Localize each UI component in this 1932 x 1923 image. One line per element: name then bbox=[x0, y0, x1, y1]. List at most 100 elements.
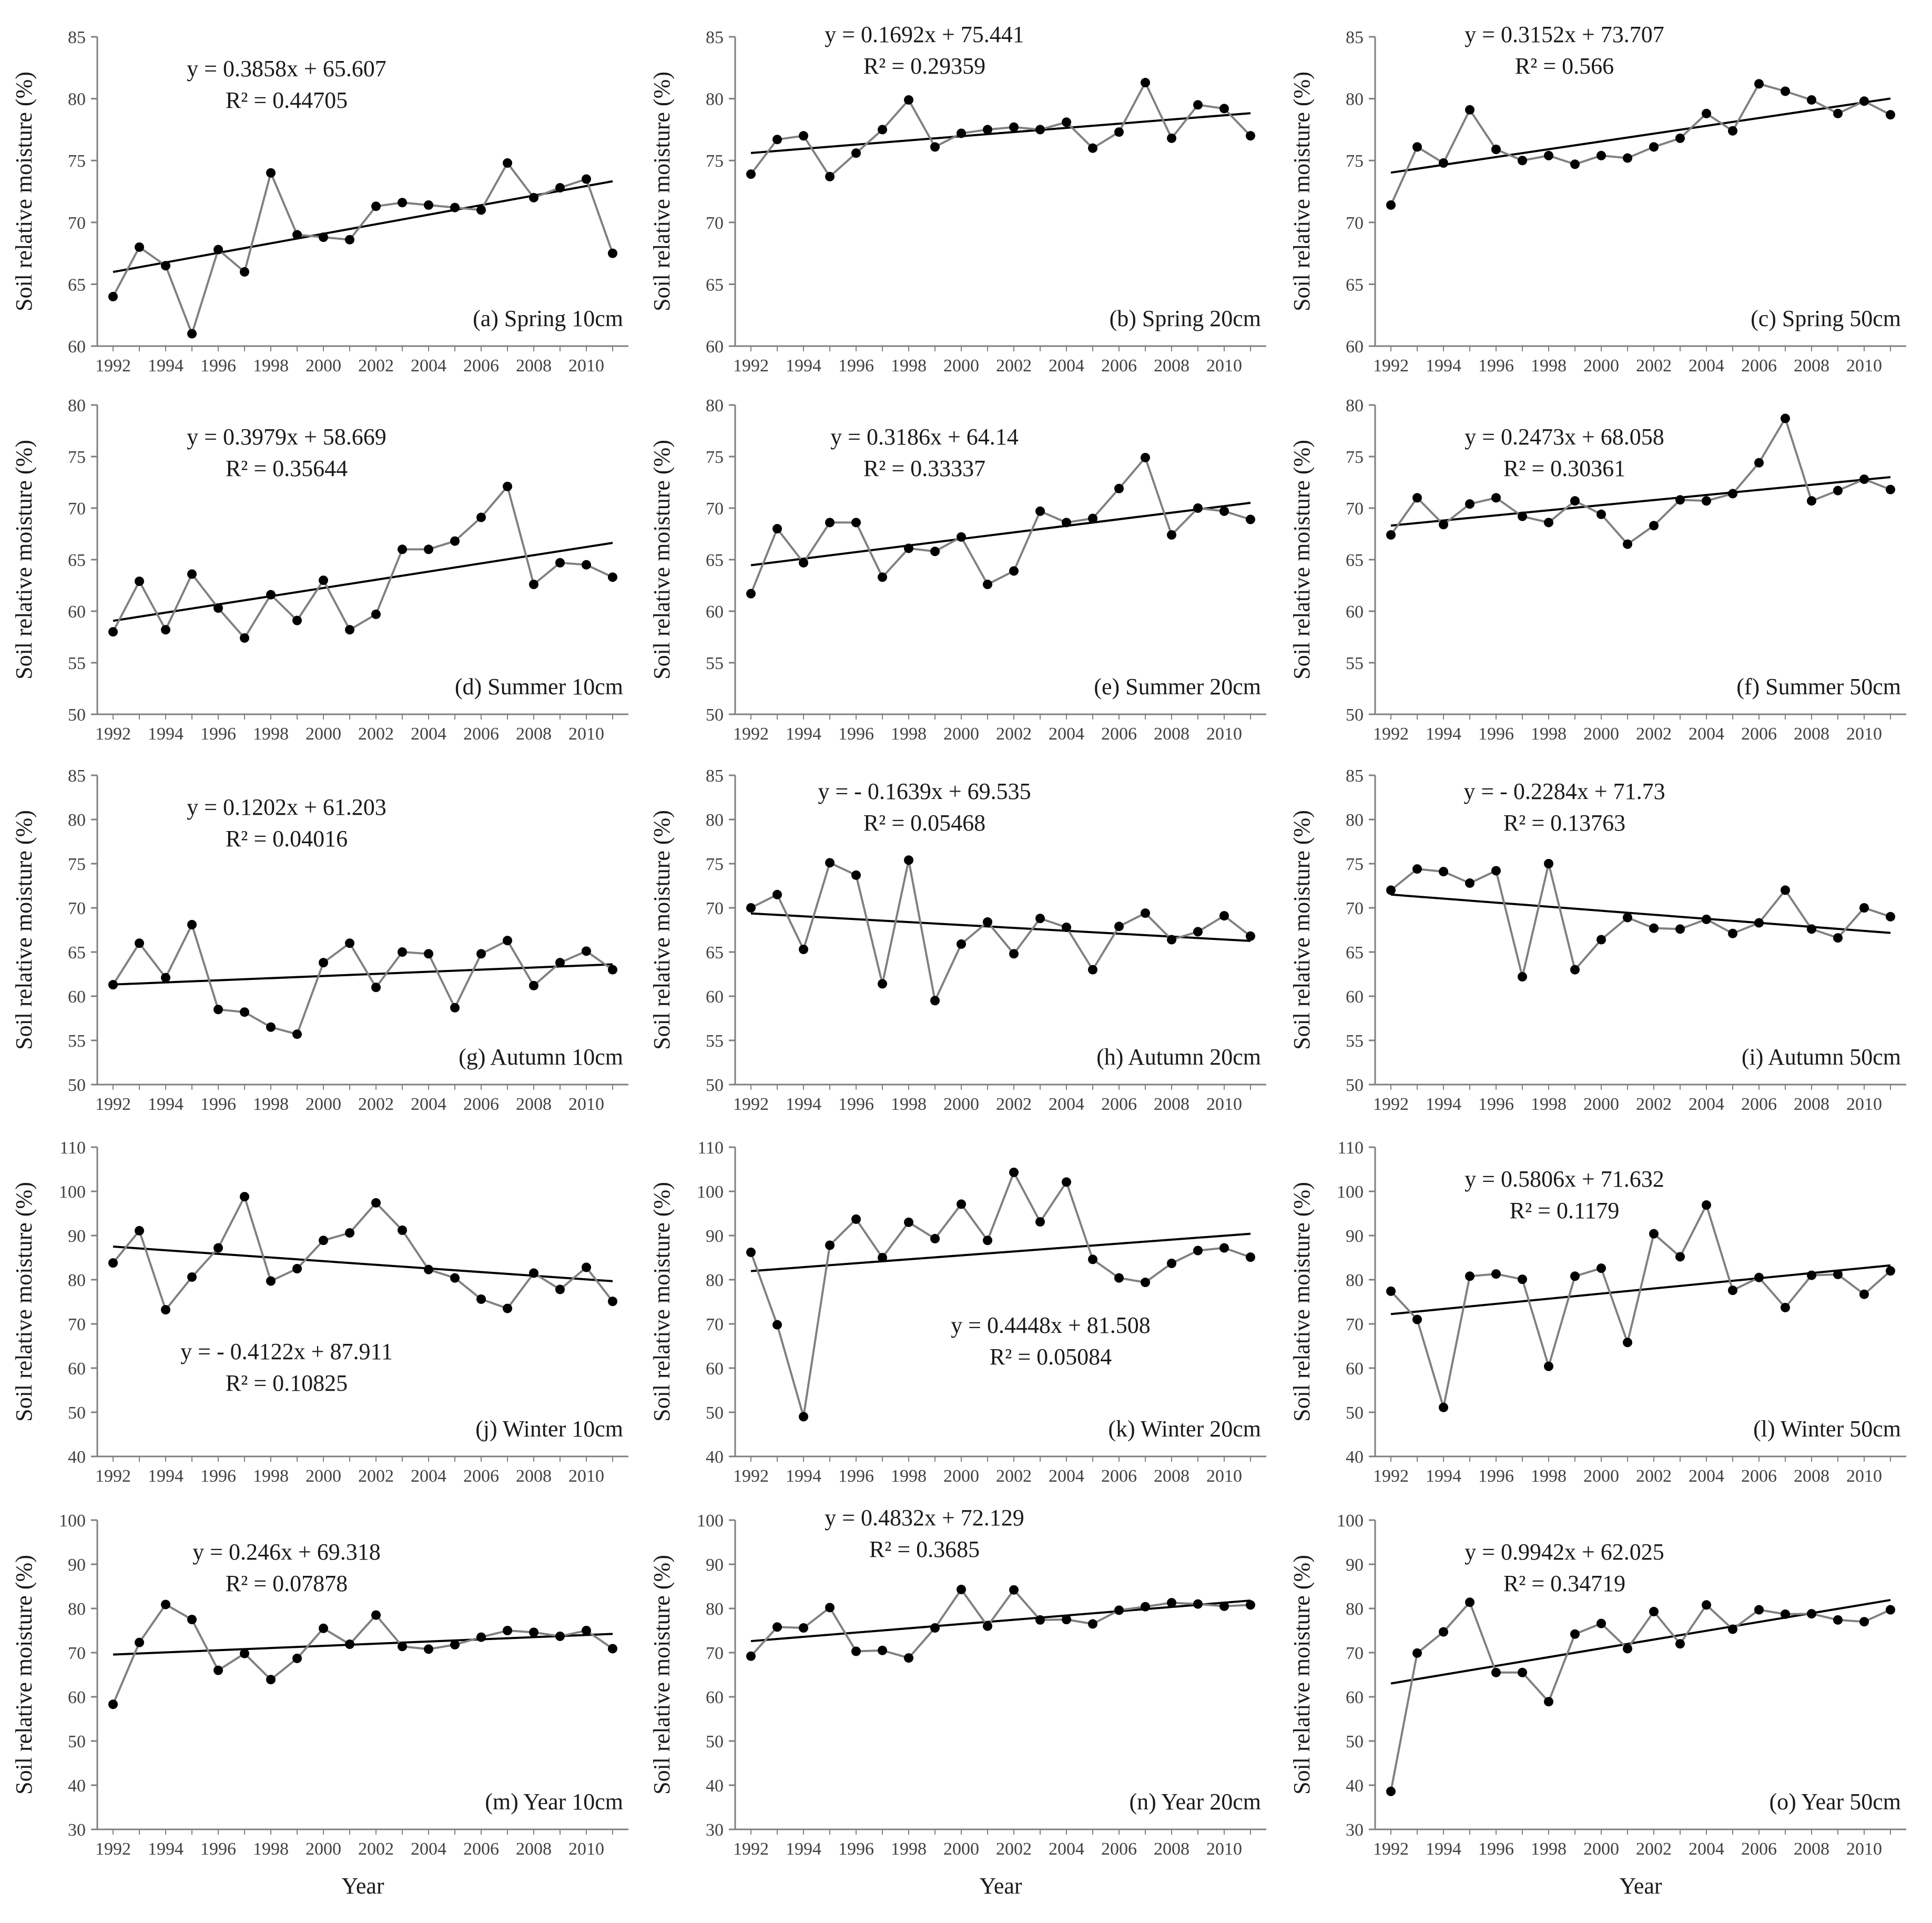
data-point bbox=[1754, 1272, 1764, 1282]
x-tick-label: 2002 bbox=[1636, 1466, 1672, 1486]
x-tick-label: 2002 bbox=[358, 356, 394, 376]
data-point bbox=[825, 518, 835, 528]
y-tick-label: 80 bbox=[1346, 396, 1364, 416]
data-point bbox=[161, 1600, 170, 1610]
r-squared-label: R² = 0.3685 bbox=[869, 1536, 980, 1562]
x-tick-label: 2000 bbox=[306, 356, 341, 376]
x-tick-label: 2010 bbox=[1206, 356, 1242, 376]
trend-line bbox=[113, 963, 613, 986]
data-point bbox=[1675, 495, 1685, 505]
data-point bbox=[319, 1236, 328, 1246]
data-point bbox=[240, 1192, 249, 1202]
data-point bbox=[1675, 1252, 1685, 1262]
y-tick-label: 70 bbox=[1346, 214, 1364, 233]
x-tick-label: 1996 bbox=[1478, 724, 1514, 744]
data-point bbox=[1246, 131, 1255, 141]
x-tick-label: 2010 bbox=[1846, 356, 1882, 376]
data-point bbox=[1088, 1254, 1097, 1264]
data-point bbox=[371, 983, 381, 993]
r-squared-label: R² = 0.566 bbox=[1515, 53, 1614, 79]
trend-line bbox=[113, 180, 613, 274]
y-tick-label: 60 bbox=[68, 1688, 86, 1707]
r-squared-label: R² = 0.10825 bbox=[226, 1370, 348, 1396]
data-point bbox=[1623, 1644, 1632, 1654]
x-tick-label: 1996 bbox=[1478, 1839, 1514, 1859]
observed-series-line bbox=[1390, 1600, 1891, 1792]
data-point bbox=[1570, 1271, 1580, 1281]
data-point bbox=[1035, 1615, 1045, 1625]
data-point bbox=[1465, 1597, 1475, 1607]
data-point bbox=[529, 1627, 538, 1637]
x-tick-label: 2006 bbox=[463, 1466, 499, 1486]
data-point bbox=[930, 996, 940, 1006]
y-tick-label: 60 bbox=[706, 337, 724, 357]
trend-line bbox=[750, 112, 1251, 154]
y-axis-label: Soil relative moisture (%) bbox=[11, 440, 37, 680]
x-tick-label: 2002 bbox=[358, 1839, 394, 1859]
panel-j: 40 50 60 70 80 90 100 110 1992 1994 1996 1998 2000 20… bbox=[11, 1138, 628, 1486]
data-point bbox=[1702, 108, 1711, 118]
panel-h: 50 55 60 65 70 75 80 85 1992 1994 1996 1998 2000 2002… bbox=[649, 766, 1266, 1114]
data-point bbox=[187, 1615, 197, 1624]
observed-series-line bbox=[112, 161, 614, 337]
data-point bbox=[851, 1214, 861, 1224]
data-point bbox=[345, 625, 354, 635]
data-point bbox=[135, 576, 144, 586]
x-tick-label: 1992 bbox=[95, 1839, 131, 1859]
y-axis-label: Soil relative moisture (%) bbox=[1289, 1555, 1315, 1795]
observed-series-line bbox=[750, 1587, 1251, 1659]
y-tick-label: 90 bbox=[1346, 1555, 1364, 1575]
data-point bbox=[108, 1699, 118, 1709]
data-point bbox=[904, 1653, 913, 1663]
y-axis-label: Soil relative moisture (%) bbox=[649, 1182, 675, 1422]
data-point bbox=[1439, 867, 1448, 877]
data-point bbox=[292, 230, 302, 240]
data-point bbox=[746, 589, 756, 599]
data-point bbox=[1141, 908, 1150, 918]
x-tick-label: 1994 bbox=[1426, 1466, 1461, 1486]
data-point bbox=[345, 1228, 354, 1238]
data-point bbox=[529, 193, 538, 203]
data-point bbox=[1544, 150, 1553, 160]
data-point bbox=[1219, 1243, 1229, 1253]
data-point bbox=[904, 855, 913, 865]
x-tick-label: 1992 bbox=[95, 356, 131, 376]
x-tick-label: 2006 bbox=[1741, 1095, 1777, 1114]
y-tick-label: 65 bbox=[1346, 275, 1364, 295]
y-tick-label: 75 bbox=[1346, 448, 1364, 467]
y-tick-label: 110 bbox=[1337, 1138, 1364, 1158]
data-point bbox=[930, 546, 940, 556]
regression-equation: y = 0.2473x + 68.058 bbox=[1465, 424, 1664, 450]
x-tick-label: 1992 bbox=[95, 1466, 131, 1486]
data-point bbox=[1807, 95, 1816, 105]
y-tick-label: 70 bbox=[68, 1644, 86, 1663]
y-tick-label: 90 bbox=[706, 1555, 724, 1575]
y-tick-label: 50 bbox=[68, 705, 86, 725]
data-point bbox=[1386, 200, 1396, 210]
data-point bbox=[1062, 117, 1071, 127]
x-tick-label: 1994 bbox=[1426, 1839, 1461, 1859]
data-point bbox=[1062, 1615, 1071, 1624]
data-point bbox=[319, 575, 328, 585]
x-tick-label: 2004 bbox=[1689, 356, 1724, 376]
data-point bbox=[608, 572, 617, 582]
data-point bbox=[1412, 142, 1422, 152]
x-tick-label: 1996 bbox=[200, 1095, 236, 1114]
panel-label: (j) Winter 10cm bbox=[475, 1416, 623, 1442]
data-point bbox=[398, 1642, 407, 1652]
x-tick-label: 2000 bbox=[1583, 1095, 1619, 1114]
x-axis-label: Year bbox=[979, 1873, 1022, 1899]
data-point bbox=[161, 1305, 170, 1315]
y-tick-label: 50 bbox=[1346, 1403, 1364, 1423]
data-point bbox=[1807, 496, 1816, 506]
y-tick-label: 65 bbox=[1346, 551, 1364, 570]
data-point bbox=[1702, 1200, 1711, 1210]
x-tick-label: 1998 bbox=[891, 1466, 927, 1486]
panel-label: (f) Summer 50cm bbox=[1736, 674, 1901, 700]
data-point bbox=[1412, 1314, 1422, 1324]
x-tick-label: 1998 bbox=[253, 1466, 289, 1486]
data-point bbox=[1886, 1605, 1895, 1615]
data-point bbox=[1246, 1600, 1255, 1610]
panel-label: (b) Spring 20cm bbox=[1110, 306, 1261, 331]
data-point bbox=[213, 1665, 223, 1675]
